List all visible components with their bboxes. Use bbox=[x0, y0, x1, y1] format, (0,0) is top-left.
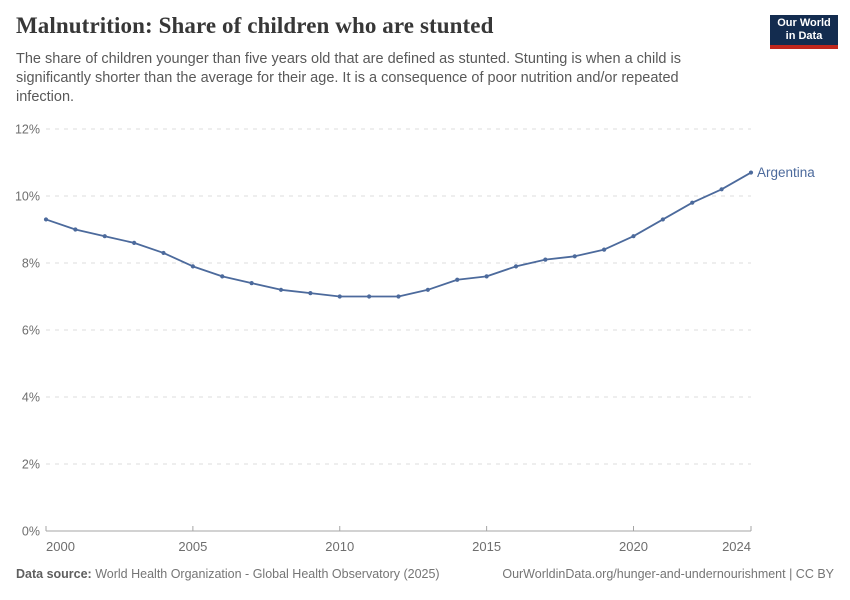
data-point-marker[interactable] bbox=[425, 287, 430, 292]
chart-subtitle: The share of children younger than five … bbox=[16, 51, 681, 105]
data-point-marker[interactable] bbox=[484, 274, 489, 279]
data-point-marker[interactable] bbox=[513, 264, 519, 269]
data-point-marker[interactable] bbox=[602, 247, 607, 252]
chart-footer: Data source: World Health Organization -… bbox=[16, 567, 834, 581]
data-source-text: World Health Organization - Global Healt… bbox=[95, 567, 440, 581]
data-point-marker[interactable] bbox=[396, 294, 401, 299]
entity-label[interactable]: Argentina bbox=[757, 165, 815, 180]
data-source: Data source: World Health Organization -… bbox=[16, 567, 440, 581]
data-point-marker[interactable] bbox=[220, 274, 225, 279]
footer-link[interactable]: OurWorldinData.org/hunger-and-undernouri… bbox=[502, 567, 834, 581]
data-point-marker[interactable] bbox=[132, 240, 137, 245]
x-tick-label: 2015 bbox=[472, 539, 501, 554]
y-tick-label: 0% bbox=[22, 525, 40, 539]
data-point-marker[interactable] bbox=[367, 294, 372, 299]
page-title: Malnutrition: Share of children who are … bbox=[16, 13, 494, 38]
series-line[interactable] bbox=[45, 171, 752, 298]
line-chart: 0% 2% 4% 6% 8% 10% 12% 2000 2005 2010 2015 2020 2024… bbox=[15, 123, 815, 555]
data-point-marker[interactable] bbox=[455, 277, 460, 282]
y-tick-label: 6% bbox=[22, 324, 40, 338]
data-point-marker[interactable] bbox=[43, 217, 49, 222]
y-tick-label: 4% bbox=[22, 391, 40, 405]
x-tick-label: 2000 bbox=[46, 539, 75, 554]
x-tick-label: 2010 bbox=[325, 539, 354, 554]
x-tick-label: 2020 bbox=[619, 539, 648, 554]
y-tick-label: 12% bbox=[15, 123, 40, 137]
data-point-marker[interactable] bbox=[278, 287, 284, 292]
data-point-marker[interactable] bbox=[690, 200, 695, 205]
data-point-marker[interactable] bbox=[73, 227, 78, 232]
y-tick-label: 10% bbox=[15, 190, 40, 204]
data-point-marker[interactable] bbox=[543, 257, 548, 262]
x-tick-label: 2005 bbox=[178, 539, 207, 554]
data-point-marker[interactable] bbox=[572, 254, 577, 259]
y-tick-label: 8% bbox=[22, 257, 40, 271]
data-point-marker[interactable] bbox=[161, 250, 166, 256]
data-point-marker[interactable] bbox=[631, 234, 636, 239]
owid-logo[interactable]: Our World in Data bbox=[770, 15, 838, 49]
logo-line-2: in Data bbox=[785, 30, 823, 42]
y-tick-label: 2% bbox=[22, 458, 40, 472]
data-point-marker[interactable] bbox=[719, 187, 724, 192]
data-point-marker[interactable] bbox=[190, 264, 195, 269]
data-point-marker[interactable] bbox=[249, 281, 254, 286]
data-point-marker[interactable] bbox=[308, 291, 313, 296]
data-point-marker[interactable] bbox=[748, 170, 754, 175]
logo-line-1: Our World bbox=[777, 17, 831, 29]
data-point-marker[interactable] bbox=[660, 217, 665, 222]
data-point-marker[interactable] bbox=[337, 294, 342, 299]
data-point-marker[interactable] bbox=[102, 234, 107, 239]
x-tick-label: 2024 bbox=[722, 539, 751, 554]
data-source-label: Data source: bbox=[16, 567, 92, 581]
